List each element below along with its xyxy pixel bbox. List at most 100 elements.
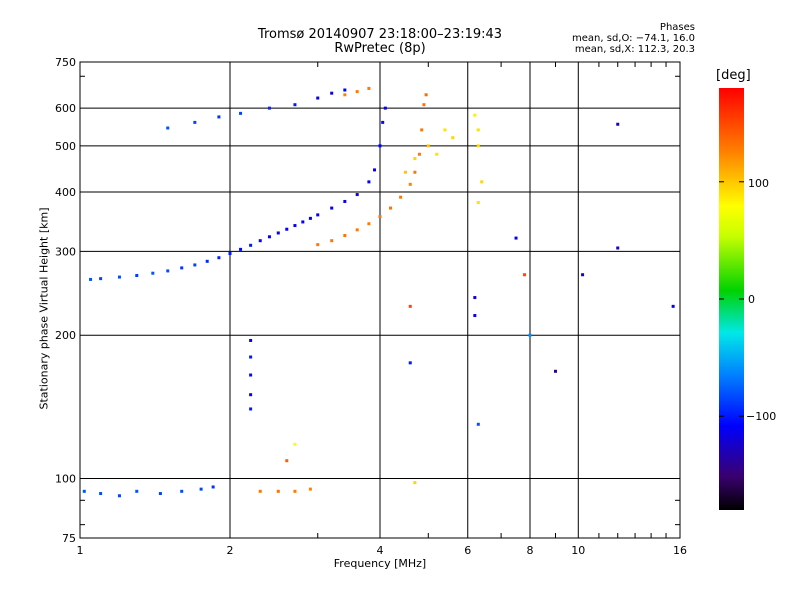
data-point-o: [89, 277, 93, 281]
data-point-o: [180, 266, 184, 270]
colorbar-label: [deg]: [716, 68, 751, 83]
data-point-x: [523, 273, 527, 277]
colorbar-ticks: [719, 181, 744, 417]
y-axis-label: Stationary phase Virtual Height [km]: [37, 207, 51, 410]
data-point-o: [276, 231, 280, 235]
data-point-x: [473, 113, 477, 117]
data-point-x: [426, 144, 430, 148]
data-points: [82, 86, 675, 498]
y-tick-label: 750: [55, 56, 76, 69]
data-point-o: [158, 492, 162, 496]
x-tick-label: 4: [377, 544, 384, 557]
data-point-o: [293, 103, 297, 107]
data-point-o: [581, 273, 585, 277]
data-point-x: [413, 481, 417, 485]
data-point-o: [249, 243, 253, 247]
colorbar-tick-label: 100: [748, 177, 769, 190]
data-point-x: [424, 93, 428, 97]
data-point-x: [422, 103, 426, 107]
data-point-o: [473, 296, 477, 300]
data-point-x: [417, 152, 421, 156]
data-point-o: [316, 213, 320, 217]
data-point-x: [528, 333, 532, 337]
y-tick-label: 600: [55, 102, 76, 115]
data-point-o: [373, 168, 377, 172]
data-point-x: [476, 144, 480, 148]
data-point-x: [389, 206, 393, 210]
data-point-o: [473, 314, 477, 318]
data-point-o: [355, 193, 359, 197]
data-point-o: [330, 91, 334, 95]
data-point-o: [239, 111, 243, 115]
data-point-o: [267, 106, 271, 110]
data-point-o: [316, 96, 320, 100]
data-point-o: [217, 115, 221, 119]
y-tick-label: 200: [55, 329, 76, 342]
data-point-o: [205, 259, 209, 263]
y-axis-ticks: 75 100 200 300 400 500 600 750: [55, 56, 680, 545]
data-point-o: [514, 236, 518, 240]
data-point-x: [476, 201, 480, 205]
data-point-x: [355, 90, 359, 94]
data-point-x: [480, 180, 484, 184]
data-point-x: [408, 182, 412, 186]
y-tick-label: 75: [62, 532, 76, 545]
data-point-o: [476, 422, 480, 426]
data-point-x: [367, 86, 371, 90]
data-point-o: [82, 489, 86, 493]
data-point-o: [293, 224, 297, 228]
data-point-o: [239, 247, 243, 251]
data-point-x: [403, 170, 407, 174]
data-point-o: [135, 274, 139, 278]
data-point-o: [249, 373, 253, 377]
colorbar-tick-label: −100: [746, 410, 777, 423]
data-point-o: [217, 256, 221, 260]
x-tick-label: 1: [77, 544, 84, 557]
data-point-x: [258, 489, 262, 493]
data-point-x: [378, 215, 382, 219]
x-tick-label: 10: [571, 544, 585, 557]
data-point-o: [343, 88, 347, 92]
data-point-o: [166, 269, 170, 273]
y-tick-label: 100: [55, 473, 76, 486]
data-point-x: [367, 222, 371, 226]
data-point-x: [399, 195, 403, 199]
data-point-o: [330, 206, 334, 210]
y-tick-label: 400: [55, 186, 76, 199]
data-point-x: [420, 128, 424, 132]
x-tick-label: 6: [464, 544, 471, 557]
data-point-o: [249, 407, 253, 411]
data-point-x: [443, 128, 447, 132]
data-point-o: [308, 216, 312, 220]
data-point-o: [553, 369, 557, 373]
data-point-x: [355, 228, 359, 232]
data-point-x: [343, 234, 347, 238]
data-point-x: [276, 489, 280, 493]
data-point-o: [301, 220, 305, 224]
data-point-o: [166, 126, 170, 130]
data-point-o: [408, 361, 412, 365]
x-tick-label: 8: [527, 544, 534, 557]
x-tick-label: 16: [673, 544, 687, 557]
data-point-x: [293, 489, 297, 493]
data-point-o: [383, 106, 387, 110]
data-point-x: [330, 239, 334, 243]
data-point-o: [249, 393, 253, 397]
data-point-o: [99, 277, 103, 281]
data-point-x: [308, 487, 312, 491]
chart-subtitle: RwPretec (8p): [334, 41, 426, 56]
phase-o-stats: mean, sd,O: −74.1, 16.0: [572, 33, 695, 44]
plot-frame: [79, 61, 681, 539]
data-point-o: [249, 338, 253, 342]
data-point-o: [99, 492, 103, 496]
data-point-x: [435, 152, 439, 156]
x-tick-label: 2: [227, 544, 234, 557]
x-axis-ticks: 1 2 4 6 8 10 16: [77, 62, 687, 557]
data-point-o: [616, 122, 620, 126]
data-point-o: [117, 275, 121, 279]
data-point-o: [285, 227, 289, 231]
phase-heading: Phases: [659, 22, 695, 33]
data-point-x: [476, 128, 480, 132]
colorbar-tick-label: 0: [748, 293, 755, 306]
